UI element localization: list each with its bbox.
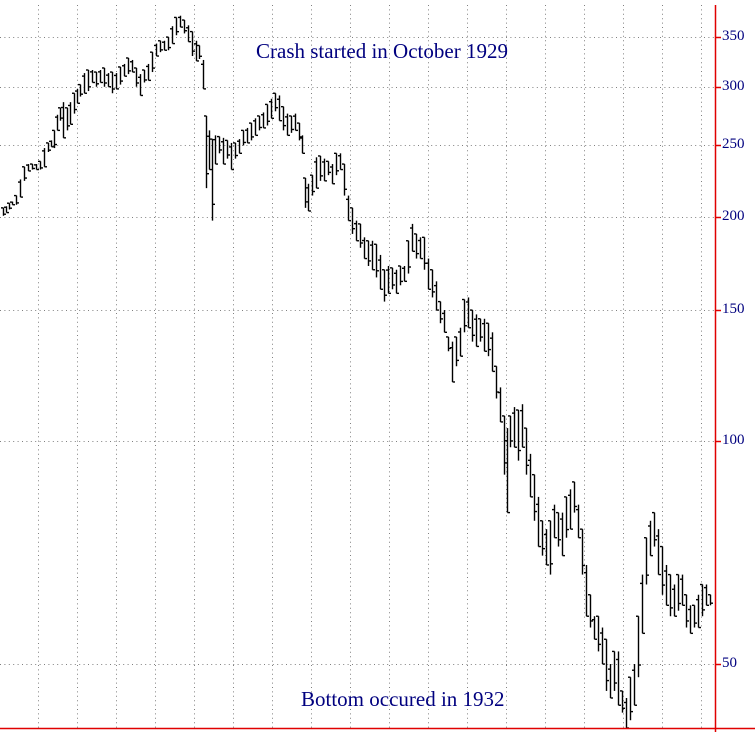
y-tick-label: 350 bbox=[722, 28, 745, 44]
y-tick-label: 50 bbox=[722, 655, 737, 671]
price-bars bbox=[1, 15, 713, 729]
y-tick-label: 250 bbox=[722, 136, 745, 152]
annotation-crash-start: Crash started in October 1929 bbox=[256, 39, 508, 63]
y-axis bbox=[0, 5, 755, 732]
y-tick-label: 300 bbox=[722, 78, 745, 94]
y-tick-label: 200 bbox=[722, 208, 745, 224]
vertical-gridlines bbox=[38, 5, 702, 728]
y-tick-label: 150 bbox=[722, 301, 745, 317]
annotation-bottom: Bottom occured in 1932 bbox=[301, 687, 505, 711]
y-tick-label: 100 bbox=[722, 432, 745, 448]
horizontal-gridlines bbox=[0, 37, 715, 665]
